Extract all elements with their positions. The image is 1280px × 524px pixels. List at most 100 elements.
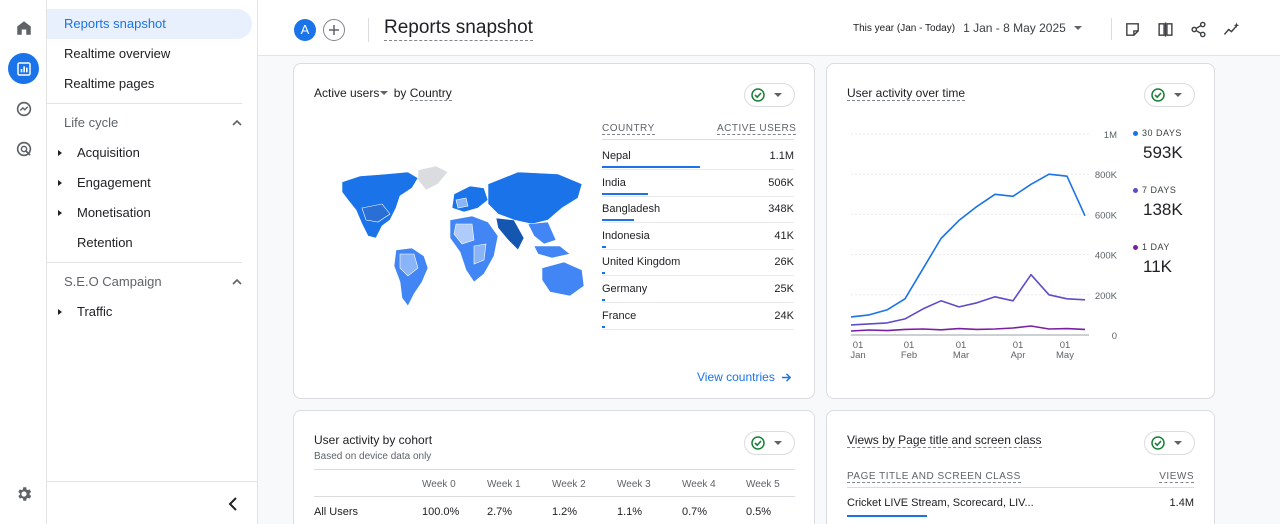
dropdown-arrow-icon xyxy=(774,93,782,97)
divider xyxy=(314,496,795,497)
check-circle-icon xyxy=(1151,88,1165,102)
country-name: Indonesia xyxy=(602,229,650,242)
sidebar-item-monetisation[interactable]: Monetisation xyxy=(47,198,151,228)
header: A Reports snapshot This year (Jan - Toda… xyxy=(258,0,1280,56)
chevron-up-icon xyxy=(232,278,242,285)
avatar[interactable]: A xyxy=(294,19,316,41)
status-check-button[interactable] xyxy=(744,83,795,107)
series-line-1 xyxy=(850,273,1086,326)
active-users-value: 24K xyxy=(774,309,794,322)
country-row[interactable]: France 24K xyxy=(602,304,794,330)
region-europe[interactable] xyxy=(451,185,489,213)
country-row[interactable]: Germany 25K xyxy=(602,277,794,303)
insights-button[interactable] xyxy=(1220,18,1242,40)
sidebar-section-seo[interactable]: S.E.O Campaign xyxy=(47,267,242,297)
share-button[interactable] xyxy=(1187,18,1209,40)
section-title: Life cycle xyxy=(64,115,119,130)
y-tick-label: 800K xyxy=(1095,170,1118,181)
divider xyxy=(368,18,369,42)
legend-label: 7 DAYS xyxy=(1142,185,1177,195)
y-tick-label: 1M xyxy=(1104,130,1117,141)
views-by-page-title-card: Views by Page title and screen class PAG… xyxy=(826,410,1215,524)
settings-icon[interactable] xyxy=(8,478,39,509)
legend-1-day: 1 DAY xyxy=(1133,242,1170,252)
sidebar-item-reports-snapshot[interactable]: Reports snapshot xyxy=(47,9,252,39)
country-row[interactable]: India 506K xyxy=(602,171,794,197)
explore-icon[interactable] xyxy=(8,93,39,124)
country-row[interactable]: Indonesia 41K xyxy=(602,224,794,250)
value-bar xyxy=(602,325,605,328)
region-greenland[interactable] xyxy=(417,165,449,191)
advertising-icon[interactable] xyxy=(8,133,39,164)
dimension-selector[interactable]: Country xyxy=(409,86,452,101)
home-icon[interactable] xyxy=(8,12,39,43)
week-header: Week 2 xyxy=(552,479,586,490)
section-title: S.E.O Campaign xyxy=(64,274,162,289)
world-map[interactable] xyxy=(338,164,594,310)
page-title-cell[interactable]: Cricket LIVE Stream, Scorecard, LIV... xyxy=(847,497,1034,509)
cohort-cell: 0.5% xyxy=(746,506,772,518)
country-name: Nepal xyxy=(602,150,631,162)
date-range-label: This year (Jan - Today) xyxy=(853,22,956,34)
column-header-country[interactable]: COUNTRY xyxy=(602,123,655,135)
region-africa[interactable] xyxy=(449,215,499,283)
chevron-up-icon xyxy=(232,119,242,126)
active-users-value: 25K xyxy=(774,283,794,295)
add-comparison-button[interactable] xyxy=(323,19,345,41)
status-check-button[interactable] xyxy=(1144,431,1195,455)
status-check-button[interactable] xyxy=(744,431,795,455)
series-line-2 xyxy=(850,325,1086,332)
x-tick-label: 01 Jan xyxy=(850,340,865,360)
divider xyxy=(314,469,795,470)
sidebar-item-acquisition[interactable]: Acquisition xyxy=(47,138,140,168)
active-users-by-country-card: Active users by Country xyxy=(293,63,815,399)
view-countries-link[interactable]: View countries xyxy=(697,370,792,384)
week-header: Week 5 xyxy=(746,479,780,490)
share-icon xyxy=(1190,21,1206,37)
country-name: United Kingdom xyxy=(602,256,681,269)
dropdown-arrow-icon xyxy=(1174,93,1182,97)
check-circle-icon xyxy=(1151,436,1165,450)
compare-button[interactable] xyxy=(1154,18,1176,40)
status-check-button[interactable] xyxy=(1144,83,1195,107)
check-circle-icon xyxy=(751,88,765,102)
sidebar-item-retention[interactable]: Retention xyxy=(47,228,133,258)
sidebar-item-realtime-overview[interactable]: Realtime overview xyxy=(64,46,171,61)
region-south-america[interactable] xyxy=(393,247,429,307)
nav-rail xyxy=(0,0,47,524)
divider xyxy=(847,487,1194,488)
column-header-page-title[interactable]: PAGE TITLE AND SCREEN CLASS xyxy=(847,471,1021,483)
sidebar-item-realtime-pages[interactable]: Realtime pages xyxy=(64,76,155,91)
region-north-america[interactable] xyxy=(341,171,419,239)
date-range-picker[interactable]: This year (Jan - Today) 1 Jan - 8 May 20… xyxy=(853,21,1082,35)
compare-icon xyxy=(1157,21,1173,37)
value-bar xyxy=(602,166,700,168)
column-header-views[interactable]: VIEWS xyxy=(1159,471,1194,483)
region-oceania[interactable] xyxy=(541,261,585,297)
region-asia[interactable] xyxy=(487,171,583,259)
value-bar xyxy=(602,219,634,222)
country-row[interactable]: Bangladesh 348K xyxy=(602,197,794,224)
cohort-cell: 1.1% xyxy=(617,506,643,518)
metric-selector[interactable]: Active users xyxy=(314,86,380,100)
activity-line-chart[interactable]: 1M 800K 600K 400K 200K 0 01 Jan 01 Feb 01 Mar 01 Apr 0… xyxy=(827,120,1127,360)
sidebar-item-traffic[interactable]: Traffic xyxy=(47,297,112,327)
country-row[interactable]: Nepal 1.1M xyxy=(602,144,794,170)
legend-value-7-days: 138K xyxy=(1143,200,1183,219)
week-header: Week 4 xyxy=(682,479,716,490)
reports-icon[interactable] xyxy=(8,53,39,84)
item-label: Engagement xyxy=(77,175,151,190)
series-line-0 xyxy=(850,173,1086,318)
item-label: Traffic xyxy=(77,304,113,319)
sidebar-section-lifecycle[interactable]: Life cycle xyxy=(47,108,242,138)
country-row[interactable]: United Kingdom 26K xyxy=(602,250,794,277)
divider xyxy=(47,103,242,104)
collapse-sidebar-button[interactable] xyxy=(221,492,245,516)
sidebar-item-engagement[interactable]: Engagement xyxy=(47,168,151,198)
dropdown-arrow-icon xyxy=(774,441,782,445)
y-tick-label: 400K xyxy=(1095,251,1118,262)
customize-report-button[interactable] xyxy=(1121,18,1143,40)
column-header-active-users[interactable]: ACTIVE USERS xyxy=(717,123,797,135)
x-tick-label: 01 May xyxy=(1056,340,1074,360)
country-name: India xyxy=(602,176,626,189)
